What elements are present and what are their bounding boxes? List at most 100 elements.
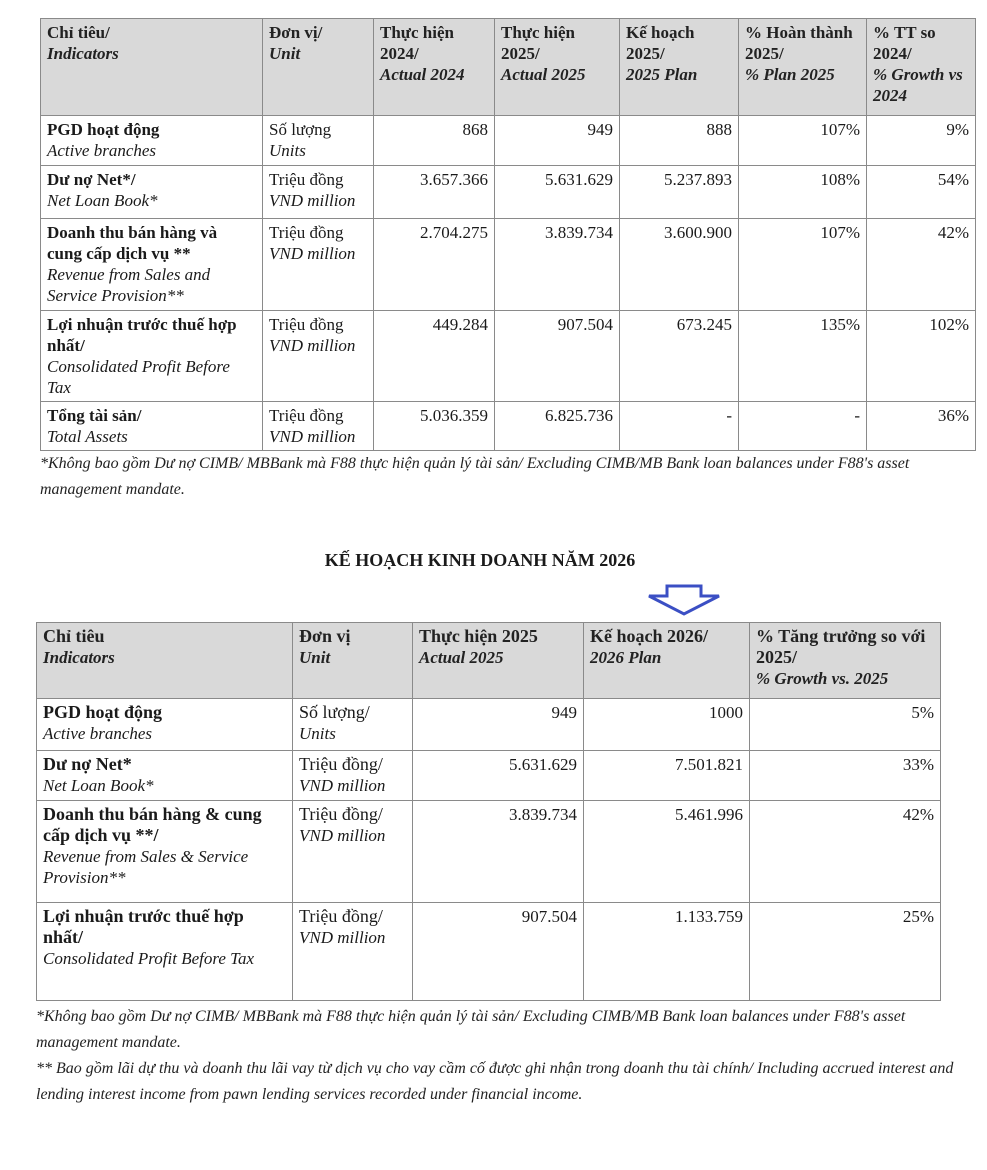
value-cell-pct_plan: 108% [738,165,867,219]
indicator-cell: PGD hoạt động Active branches [40,115,263,166]
header-vi: Chỉ tiêu [43,626,105,646]
arrow-down-icon [648,584,720,616]
unit-vi: Triệu đồng [269,406,344,425]
indicator-vi: Lợi nhuận trước thuế hợp nhất/ [43,906,244,947]
column-header: Chỉ tiêu/Indicators [40,18,263,116]
unit-en: Units [269,141,306,160]
footnote-loan-book: *Không bao gồm Dư nợ CIMB/ MBBank mà F88… [36,1008,906,1051]
unit-vi: Triệu đồng/ [299,804,383,824]
header-en: % Growth vs 2024 [873,65,963,105]
value-cell-p2026: 1000 [583,698,750,751]
value-cell-a2024: 449.284 [373,310,495,402]
section-title: KẾ HOẠCH KINH DOANH NĂM 2026 [324,550,636,570]
header-vi: Thực hiện 2024/ [380,23,454,63]
indicator-en: Active branches [47,141,157,160]
value-cell-a2025: 3.839.734 [412,800,584,903]
value-cell-growth: 42% [749,800,941,903]
value-cell-pct_plan: 135% [738,310,867,402]
unit-en: VND million [299,826,386,845]
value-cell-pct_plan: 107% [738,115,867,166]
header-en: Actual 2025 [501,65,586,84]
unit-vi: Số lượng/ [299,702,370,722]
value-cell-growth: 5% [749,698,941,751]
header-en: Indicators [43,648,115,667]
value-cell-pct_plan: 107% [738,218,867,311]
indicator-en: Active branches [43,724,153,743]
indicator-vi: Lợi nhuận trước thuế hợp nhất/ [47,315,237,355]
header-vi: Thực hiện 2025 [419,626,538,646]
value-cell-p2025: 5.237.893 [619,165,739,219]
header-en: % Plan 2025 [745,65,835,84]
value-cell-growth: 33% [749,750,941,801]
header-vi: Thực hiện 2025/ [501,23,575,63]
indicator-en: Net Loan Book* [43,776,154,795]
indicator-en: Consolidated Profit Before Tax [47,357,230,397]
table-header-row: Chỉ tiêu Indicators Đơn vị Unit Thực hiện 20… [36,622,941,699]
column-header: Thực hiện 2024/Actual 2024 [373,18,495,116]
table-header-row: Chỉ tiêu/Indicators Đơn vị/Unit Thực hiện … [40,18,976,116]
header-en: Actual 2025 [419,648,504,667]
unit-cell: Triệu đồng VND million [262,310,374,402]
table-row: Lợi nhuận trước thuế hợp nhất/Consolidat… [40,310,976,402]
unit-cell: Triệu đồng/VND million [292,750,413,801]
table-row: Doanh thu bán hàng và cung cấp dịch vụ *… [40,218,976,311]
value-cell-p2025: - [619,401,739,451]
column-header: Thực hiện 2025/Actual 2025 [494,18,620,116]
table-row: PGD hoạt động Active branches Số lượng Unit… [40,115,976,166]
table-row: Lợi nhuận trước thuế hợp nhất/Consolidat… [36,902,941,1001]
indicator-vi: PGD hoạt động [43,702,163,722]
value-cell-a2024: 3.657.366 [373,165,495,219]
unit-en: VND million [269,427,356,446]
value-cell-pct_plan: - [738,401,867,451]
indicator-cell: Doanh thu bán hàng và cung cấp dịch vụ *… [40,218,263,311]
value-cell-a2025: 5.631.629 [494,165,620,219]
unit-vi: Triệu đồng [269,223,344,242]
unit-cell: Triệu đồng/VND million [292,902,413,1001]
indicator-en: Consolidated Profit Before Tax [43,949,255,968]
value-cell-growth: 54% [866,165,976,219]
value-cell-a2025: 907.504 [412,902,584,1001]
header-vi: Chỉ tiêu/ [47,23,110,42]
value-cell-a2025: 3.839.734 [494,218,620,311]
value-cell-growth: 36% [866,401,976,451]
header-vi: Đơn vị [299,626,351,646]
unit-cell: Số lượng Units [262,115,374,166]
indicator-vi: Doanh thu bán hàng & cung cấp dịch vụ **… [43,804,262,845]
value-cell-growth: 25% [749,902,941,1001]
indicator-cell: Lợi nhuận trước thuế hợp nhất/Consolidat… [40,310,263,402]
header-en: 2025 Plan [626,65,698,84]
unit-en: VND million [299,928,386,947]
indicator-cell: Dư nợ Net* Net Loan Book* [36,750,293,801]
unit-en: Units [299,724,336,743]
value-cell-a2024: 868 [373,115,495,166]
table-row: PGD hoạt động Active branches Số lượng/Uni… [36,698,941,751]
value-cell-p2025: 888 [619,115,739,166]
value-cell-p2025: 3.600.900 [619,218,739,311]
indicator-en: Total Assets [47,427,128,446]
unit-vi: Triệu đồng/ [299,906,383,926]
unit-cell: Triệu đồng VND million [262,165,374,219]
unit-en: VND million [269,191,356,210]
value-cell-a2024: 5.036.359 [373,401,495,451]
plan-2026-table: Chỉ tiêu Indicators Đơn vị Unit Thực hiện 20… [36,622,941,1001]
unit-vi: Triệu đồng/ [299,754,383,774]
header-en: Actual 2024 [380,65,465,84]
header-en: Indicators [47,44,119,63]
unit-en: VND million [269,336,356,355]
indicator-cell: Lợi nhuận trước thuế hợp nhất/Consolidat… [36,902,293,1001]
unit-cell: Triệu đồng/VND million [292,800,413,903]
value-cell-growth: 102% [866,310,976,402]
column-header: % Tăng trưởng so với 2025/ % Growth vs. 2… [749,622,941,699]
value-cell-p2026: 5.461.996 [583,800,750,903]
column-header: Đơn vị Unit [292,622,413,699]
value-cell-a2025: 907.504 [494,310,620,402]
header-vi: % TT so 2024/ [873,23,936,63]
indicator-en: Revenue from Sales & Service Provision** [43,847,249,887]
header-en: Unit [269,44,301,63]
results-2025-table: Chỉ tiêu/Indicators Đơn vị/Unit Thực hiện … [40,18,976,451]
value-cell-p2025: 673.245 [619,310,739,402]
indicator-vi: Tổng tài sản/ [47,406,142,425]
value-cell-a2025: 949 [494,115,620,166]
unit-vi: Số lượng [269,120,332,139]
indicator-cell: Dư nợ Net*/ Net Loan Book* [40,165,263,219]
